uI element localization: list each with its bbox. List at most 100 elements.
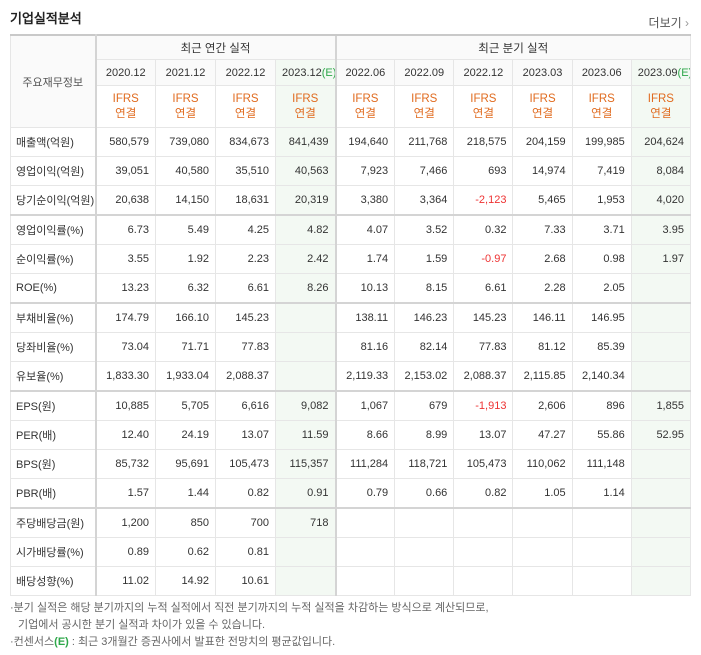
value-cell: 218,575 — [453, 127, 514, 157]
value-cell — [512, 507, 573, 538]
value-cell: 95,691 — [155, 449, 216, 479]
value-cell: 3.55 — [95, 244, 156, 274]
value-cell: 85,732 — [95, 449, 156, 479]
value-cell — [453, 507, 514, 538]
value-cell — [630, 478, 691, 509]
data-row: PBR(배) 1.57 1.44 0.82 0.91 0.79 0.66 0.82 1.05 1.… — [10, 478, 691, 509]
value-cell: 9,082 — [275, 390, 336, 421]
value-cell: 3,364 — [394, 185, 455, 216]
more-link[interactable]: 더보기 — [649, 14, 689, 31]
value-cell — [275, 302, 336, 333]
value-cell — [630, 302, 691, 333]
data-row: 당좌비율(%) 73.04 71.71 77.83 81.16 82.14 77.83 81.… — [10, 332, 691, 362]
row-label: 당좌비율(%) — [10, 332, 97, 362]
value-cell: 7,419 — [571, 156, 632, 186]
value-cell: 5.49 — [155, 214, 216, 245]
value-cell: 40,580 — [155, 156, 216, 186]
period-header: 2022.09 — [394, 59, 455, 86]
period-header: 2023.09(E) — [630, 59, 691, 86]
value-cell: 0.98 — [571, 244, 632, 274]
value-cell: 105,473 — [453, 449, 514, 479]
period-date: 2022.06 — [345, 66, 386, 79]
period-header: 2022.12 — [453, 59, 514, 86]
value-cell: 2.42 — [275, 244, 336, 274]
value-cell: 11.02 — [95, 566, 156, 596]
data-row: PER(배) 12.40 24.19 13.07 11.59 8.66 8.99 13.07 4… — [10, 420, 691, 450]
notes: 분기 실적은 해당 분기까지의 누적 실적에서 직전 분기까지의 누적 실적을 … — [10, 600, 489, 651]
value-cell: 35,510 — [215, 156, 276, 186]
estimate-mark: (E) — [54, 636, 69, 648]
value-cell: 3.52 — [394, 214, 455, 245]
data-row: EPS(원) 10,885 5,705 6,616 9,082 1,067 679 -1,91… — [10, 390, 691, 421]
value-cell: 2.05 — [571, 273, 632, 304]
row-label: 매출액(억원) — [10, 127, 97, 157]
standard-label: IFRS — [292, 92, 319, 105]
standard-label: IFRS — [411, 92, 438, 105]
standard-row: IFRS 연결 IFRS 연결 IFRS 연결 IFRS 연결 IFRS 연결 IFRS 연결 IFRS… — [11, 85, 691, 128]
value-cell: 10.13 — [334, 273, 396, 304]
value-cell — [630, 537, 691, 567]
note: 분기 실적은 해당 분기까지의 누적 실적에서 직전 분기까지의 누적 실적을 … — [10, 600, 489, 617]
standard-label: IFRS — [352, 92, 379, 105]
header-row: 주요재무정보 최근 연간 실적 최근 분기 실적 — [10, 34, 691, 128]
value-cell: 55.86 — [571, 420, 632, 450]
period-date: 2022.12 — [225, 66, 266, 79]
row-label: 순이익률(%) — [10, 244, 97, 274]
value-cell: 5,465 — [512, 185, 573, 216]
value-cell: 0.82 — [453, 478, 514, 509]
value-cell — [571, 566, 632, 596]
period-header: 2020.12 — [95, 59, 156, 86]
value-cell: 0.82 — [215, 478, 276, 509]
value-cell: 199,985 — [571, 127, 632, 157]
value-cell: 20,638 — [95, 185, 156, 216]
value-cell: 115,357 — [275, 449, 336, 479]
data-row: BPS(원) 85,732 95,691 105,473 115,357 111,284 1… — [10, 449, 691, 479]
standard-header: IFRS 연결 — [394, 85, 455, 128]
value-cell — [275, 332, 336, 362]
period-header: 2023.12(E) — [275, 59, 336, 86]
data-row: 유보율(%) 1,833.30 1,933.04 2,088.37 2,119.33 2,… — [10, 361, 691, 392]
value-cell: 1.05 — [512, 478, 573, 509]
value-cell: 3,380 — [334, 185, 396, 216]
standard-label: IFRS — [588, 92, 615, 105]
value-cell: 0.32 — [453, 214, 514, 245]
data-row: 순이익률(%) 3.55 1.92 2.23 2.42 1.74 1.59 -0.97 2.68… — [10, 244, 691, 274]
value-cell: 85.39 — [571, 332, 632, 362]
value-cell: 3.71 — [571, 214, 632, 245]
value-cell: 834,673 — [215, 127, 276, 157]
value-cell: 0.62 — [155, 537, 216, 567]
group-header: 최근 분기 실적 — [334, 34, 691, 60]
standard-header: IFRS 연결 — [512, 85, 573, 128]
standard-label: IFRS — [172, 92, 199, 105]
value-cell: 4.07 — [334, 214, 396, 245]
standard-header: IFRS 연결 — [215, 85, 276, 128]
standard-label: 연결 — [591, 107, 613, 120]
value-cell: 679 — [394, 390, 455, 421]
row-label: BPS(원) — [10, 449, 97, 479]
value-cell: 8.66 — [334, 420, 396, 450]
standard-label: IFRS — [112, 92, 139, 105]
value-cell: 1.14 — [571, 478, 632, 509]
value-cell: 739,080 — [155, 127, 216, 157]
value-cell — [334, 507, 396, 538]
standard-label: 연결 — [472, 107, 494, 120]
value-cell — [512, 537, 573, 567]
value-cell: 2,140.34 — [571, 361, 632, 392]
value-cell — [630, 449, 691, 479]
value-cell: 896 — [571, 390, 632, 421]
value-cell: 110,062 — [512, 449, 573, 479]
period-date: 2023.12 — [282, 66, 322, 79]
value-cell — [275, 566, 336, 596]
value-cell — [334, 566, 396, 596]
section-title: 기업실적분석 — [10, 11, 82, 26]
estimate-mark: (E) — [321, 66, 336, 79]
standard-label: 연결 — [531, 107, 554, 120]
row-label: 주당배당금(원) — [10, 507, 97, 538]
value-cell — [630, 507, 691, 538]
value-cell: 24.19 — [155, 420, 216, 450]
value-cell: 11.59 — [275, 420, 336, 450]
value-cell: 40,563 — [275, 156, 336, 186]
period-date: 2022.09 — [404, 66, 445, 79]
value-cell: 4.82 — [275, 214, 336, 245]
